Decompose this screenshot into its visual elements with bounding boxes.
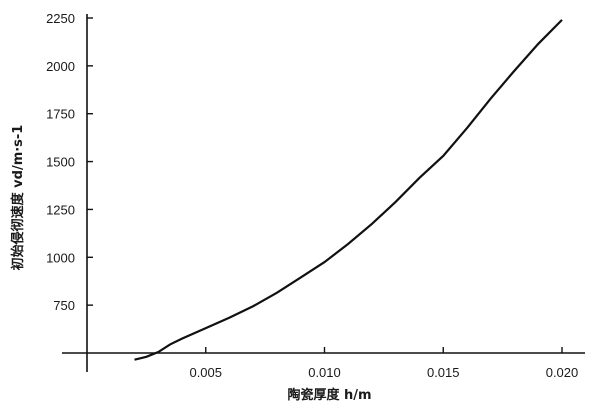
y-tick-label: 1000	[46, 250, 75, 265]
y-tick-label: 750	[53, 298, 75, 313]
x-tick-label: 0.010	[308, 365, 341, 380]
y-tick-label: 1500	[46, 155, 75, 170]
axes	[62, 14, 585, 372]
x-axis-title: 陶瓷厚度 h/m	[287, 387, 371, 403]
y-tick-label: 1250	[46, 202, 75, 217]
y-tick-label: 2250	[46, 11, 75, 26]
y-tick-label: 1750	[46, 107, 75, 122]
x-ticks: 0.005 0.010 0.015 0.020	[189, 347, 578, 380]
y-axis-title: 初始侵彻速度 vd/m·s-1	[10, 125, 26, 271]
x-tick-label: 0.020	[546, 365, 579, 380]
x-tick-label: 0.015	[427, 365, 460, 380]
y-tick-label: 2000	[46, 59, 75, 74]
series-line	[134, 19, 563, 361]
y-ticks: 750 1000 1250 1500 1750 2000 2250	[46, 11, 93, 313]
x-tick-label: 0.005	[189, 365, 222, 380]
